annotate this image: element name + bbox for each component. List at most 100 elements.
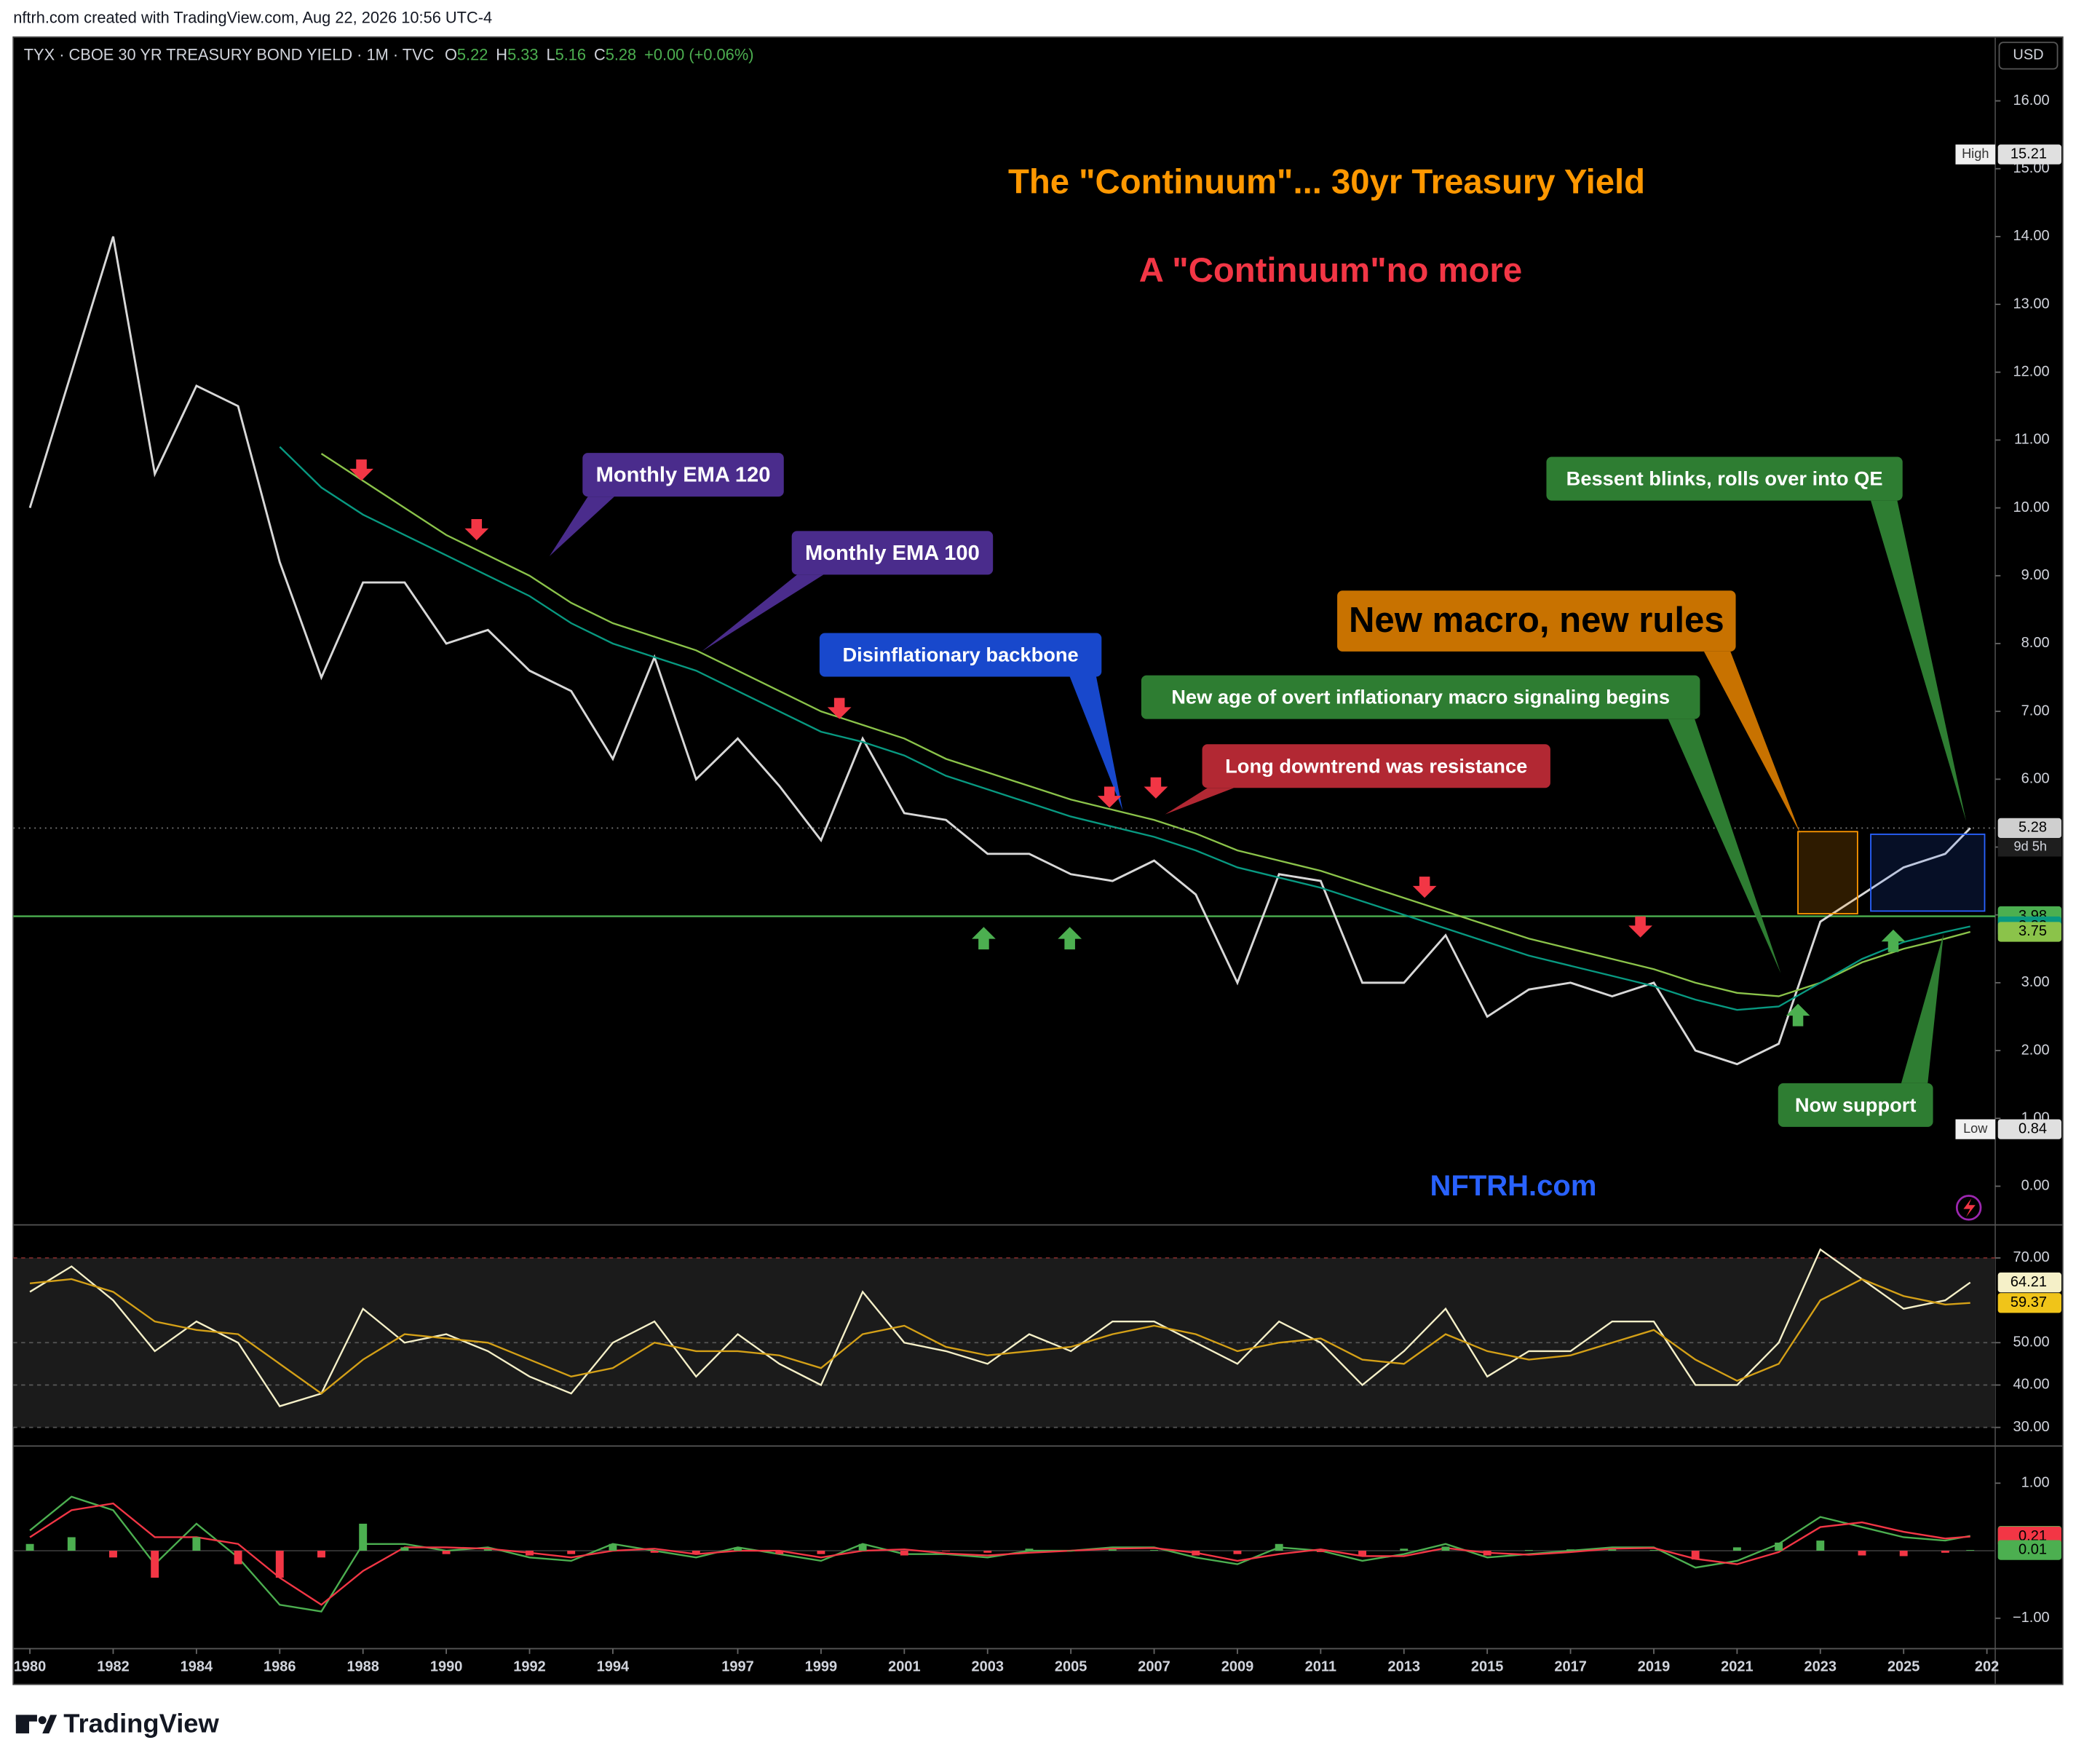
callout-text: New macro, new rules: [1349, 601, 1724, 640]
histogram-bar: [25, 1543, 34, 1551]
histogram-bar: [359, 1523, 368, 1551]
histogram-bar: [1150, 1550, 1159, 1551]
symbol: TYX · CBOE 30 YR TREASURY BOND YIELD · 1…: [24, 45, 435, 63]
series-line: [29, 1248, 1971, 1407]
logo: [15, 1714, 58, 1733]
callout-pointer: [1703, 651, 1801, 834]
down-arrow: [827, 697, 852, 719]
histogram-bar: [192, 1537, 201, 1551]
x-tick-label: 2021: [1721, 1658, 1754, 1674]
price-note: 9d 5h: [2014, 839, 2047, 854]
callout-box: [819, 633, 1102, 677]
y-tick-label: 10.00: [2013, 499, 2050, 515]
up-arrow: [1881, 929, 1906, 952]
histogram-bar: [1691, 1551, 1700, 1560]
histogram-bar: [1400, 1549, 1409, 1551]
price-label-box: [1997, 1272, 2061, 1293]
callout-text: Now support: [1795, 1093, 1917, 1116]
annotation-title: A "Continuum"no more: [1139, 251, 1522, 290]
callout-box: [1778, 1083, 1933, 1127]
histogram-bar: [650, 1551, 659, 1553]
y-tick-label: 2.00: [2021, 1042, 2050, 1058]
highlight-box: [1797, 831, 1858, 914]
y-tick-label: 8.00: [2021, 635, 2050, 651]
y-tick-label: 7.00: [2021, 703, 2050, 719]
y-tick-label: 9.00: [2021, 567, 2050, 583]
price-label-box: [1997, 1293, 2061, 1313]
histogram-bar: [1858, 1551, 1866, 1556]
x-tick-label: 1997: [721, 1658, 753, 1674]
price-tag: High: [1962, 146, 1989, 161]
y-tick-label: 13.00: [2013, 296, 2050, 312]
callout-text: Monthly EMA 120: [596, 464, 771, 487]
ohlc-label: L: [546, 45, 555, 63]
down-arrow: [1097, 786, 1122, 808]
price-label: 0.01: [2018, 1541, 2047, 1557]
price-label: 59.37: [2010, 1294, 2047, 1310]
down-arrow: [1628, 916, 1652, 938]
y-tick-label: 70.00: [2013, 1249, 2050, 1265]
rsi-band: [13, 1257, 1996, 1428]
callout-box: [1546, 456, 1903, 501]
up-arrow: [1786, 1003, 1810, 1027]
histogram-bar: [734, 1547, 742, 1551]
histogram-bar: [1816, 1540, 1825, 1551]
y-tick-label: 12.00: [2013, 364, 2050, 380]
lightning-icon[interactable]: [1955, 1195, 1982, 1221]
x-tick-label: 2023: [1804, 1658, 1837, 1674]
y-tick-label: 11.00: [2014, 432, 2050, 448]
histogram-bar: [1941, 1551, 1949, 1553]
down-arrow: [464, 519, 489, 541]
x-tick-label: 2013: [1388, 1658, 1421, 1674]
x-tick-label: 2005: [1055, 1658, 1087, 1674]
callout-pointer: [1069, 676, 1123, 811]
footer-brand: TradingView: [63, 1709, 219, 1739]
highlight-box: [1870, 834, 1986, 912]
price-tag: Low: [1963, 1121, 1988, 1136]
histogram-bar: [775, 1551, 784, 1554]
x-tick-label: 1999: [805, 1658, 838, 1674]
x-tick-label: 1992: [513, 1658, 546, 1674]
histogram-bar: [1358, 1551, 1367, 1556]
price-label-box: [1997, 144, 2061, 165]
y-tick-label: 6.00: [2021, 771, 2050, 787]
up-arrow: [972, 927, 996, 950]
currency-box: [1998, 41, 2059, 70]
price-label: 64.21: [2010, 1274, 2047, 1290]
histogram-bar: [692, 1551, 700, 1554]
histogram-bar: [1192, 1551, 1200, 1556]
histogram-bar: [817, 1551, 825, 1554]
down-arrow: [1144, 777, 1168, 799]
x-tick-label: 2017: [1554, 1658, 1587, 1674]
x-tick-label: 1990: [430, 1658, 463, 1674]
histogram-bar: [1775, 1542, 1783, 1551]
x-tick-label: 1994: [597, 1658, 630, 1674]
currency: USD: [2013, 47, 2043, 63]
callout-box: [1337, 590, 1736, 652]
histogram-bar: [1524, 1550, 1533, 1551]
histogram-bar: [1608, 1549, 1617, 1551]
y-tick-label: 0.00: [2021, 1178, 2050, 1194]
callout-box: [582, 453, 784, 497]
price-tag-box: [1955, 144, 1996, 165]
callout-text: Disinflationary backbone: [842, 643, 1078, 665]
callout-box: [1141, 675, 1700, 719]
x-tick-label: 2011: [1305, 1658, 1336, 1674]
x-tick-label: 202: [1975, 1658, 1999, 1674]
price-label-box: [1997, 1540, 2061, 1560]
histogram-bar: [1275, 1543, 1283, 1551]
histogram-bar: [109, 1551, 117, 1558]
histogram-bar: [1732, 1547, 1741, 1551]
ohlc-value: 5.33: [507, 45, 538, 63]
x-tick-label: 1982: [97, 1658, 130, 1674]
callout-pointer: [1871, 500, 1967, 821]
histogram-bar: [442, 1551, 451, 1554]
y-tick-label: 14.00: [2013, 228, 2050, 244]
price-label-box: [1997, 922, 2061, 942]
histogram-bar: [858, 1543, 867, 1551]
price-label: 5.28: [2018, 820, 2047, 836]
histogram-bar: [1966, 1550, 1975, 1551]
x-tick-label: 1986: [264, 1658, 296, 1674]
